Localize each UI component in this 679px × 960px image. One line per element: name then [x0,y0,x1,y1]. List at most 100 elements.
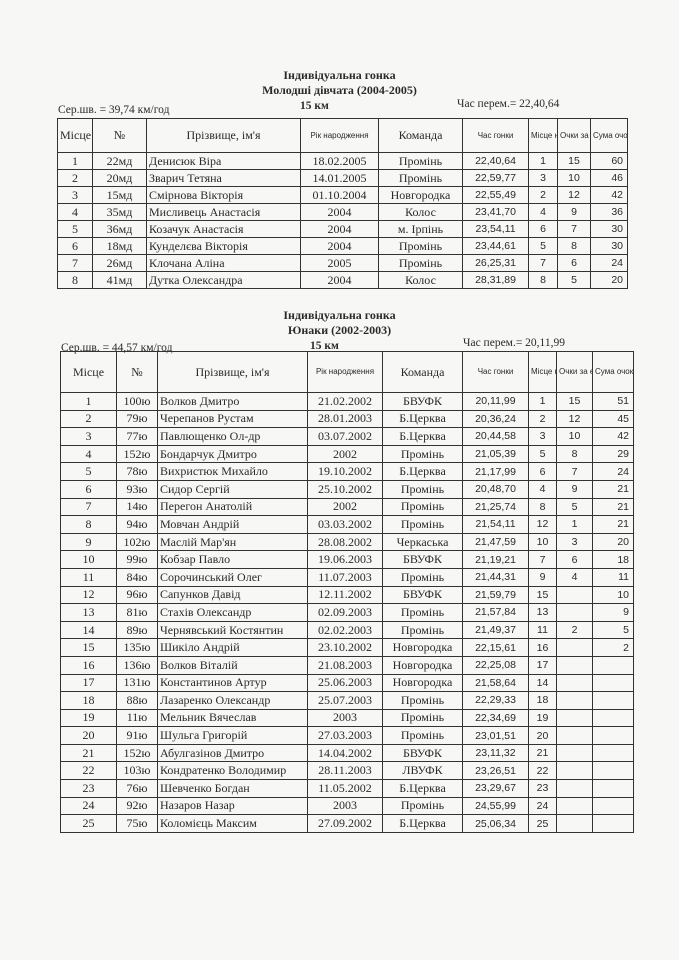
cell-stage-points [556,691,593,710]
cell-place: 6 [60,479,117,499]
table-row: 20 91ю Шульга Григорій 27.03.2003 Промінь 23,… [60,726,634,745]
cell-number: 102ю [116,532,158,552]
cell-race-time: 21,25,74 [462,497,529,517]
cell-birth-date: 2004 [300,271,379,289]
cell-number: 11ю [116,708,158,728]
cell-name: Черепанов Рустам [157,409,308,429]
cell-race-time: 21,57,84 [462,603,529,622]
header-total-points: Сума очок [592,351,634,393]
cell-name: Лазаренко Олександр [157,691,308,710]
cell-stage-place: 8 [528,497,557,517]
cell-stage-place: 4 [528,203,558,221]
cell-team: Колос [378,271,463,289]
cell-number: 35мд [92,203,147,221]
header-stage-points: Очки за етап [557,118,591,153]
cell-team: Промінь [382,444,463,464]
table-row: 23 76ю Шевченко Богдан 11.05.2002 Б.Церква 23… [60,779,634,798]
cell-birth-date: 2003 [307,796,383,816]
cell-name: Бондарчук Дмитро [157,444,308,464]
table-row: 16 136ю Волков Віталій 21.08.2003 Новгородка… [60,655,634,675]
table-row: 4 35мд Мисливець Анастасія 2004 Колос 23,41,7… [57,203,628,221]
header-race-time: Час гонки [462,118,529,153]
cell-total-points: 5 [592,620,634,640]
cell-team: Промінь [382,796,463,816]
cell-team: Новгородка [382,638,463,657]
cell-stage-place: 5 [528,444,557,464]
cell-team: Промінь [382,515,463,534]
header-stage-points: Очки за етап [556,351,593,393]
cell-number: 91ю [116,726,158,745]
cell-race-time: 28,31,89 [462,271,529,289]
table-row: 24 92ю Назаров Назар 2003 Промінь 24,55,99 24 [60,796,634,816]
table-row: 9 102ю Маслій Мар'ян 28.08.2002 Черкаська 21,… [60,532,634,552]
cell-stage-place: 12 [528,515,557,534]
cell-total-points [592,743,634,763]
cell-birth-date: 01.10.2004 [300,186,379,204]
cell-place: 10 [60,550,117,569]
table-row: 3 15мд Смірнова Вікторія 01.10.2004 Новгород… [57,186,628,204]
cell-name: Денисюк Віра [146,152,301,170]
cell-place: 22 [60,761,117,781]
header-number: № [92,118,147,153]
cell-stage-place: 3 [528,427,557,446]
cell-total-points: 20 [590,271,628,289]
cell-name: Козачук Анастасія [146,220,301,238]
cell-birth-date: 02.02.2003 [307,620,383,640]
cell-name: Клочана Аліна [146,254,301,272]
cell-name: Коломієць Максим [157,814,308,833]
cell-stage-points: 10 [557,169,591,187]
cell-place: 2 [57,169,93,187]
cell-race-time: 22,29,33 [462,691,529,710]
cell-name: Кунделєва Вікторія [146,237,301,255]
table-row: 10 99ю Кобзар Павло 19.06.2003 БВУФК 21,19,21… [60,550,634,569]
cell-race-time: 26,25,31 [462,254,529,272]
cell-number: 26мд [92,254,147,272]
cell-total-points [592,691,634,710]
cell-team: Новгородка [382,673,463,693]
cell-team: Промінь [382,567,463,587]
cell-team: Промінь [378,169,463,187]
cell-team: Промінь [382,497,463,517]
cell-race-time: 21,58,64 [462,673,529,693]
cell-team: Промінь [382,479,463,499]
table-row: 8 94ю Мовчан Андрій 03.03.2002 Промінь 21,54,… [60,515,634,534]
cell-race-time: 22,40,64 [462,152,529,170]
cell-stage-place: 16 [528,638,557,657]
cell-place: 4 [57,203,93,221]
cell-stage-place: 18 [528,691,557,710]
cell-place: 18 [60,691,117,710]
cell-race-time: 25,06,34 [462,814,529,833]
cell-stage-place: 23 [528,779,557,798]
cell-place: 9 [60,532,117,552]
cell-birth-date: 23.10.2002 [307,638,383,657]
cell-place: 24 [60,796,117,816]
cell-team: Промінь [378,152,463,170]
cell-race-time: 23,29,67 [462,779,529,798]
cell-total-points [592,655,634,675]
cell-race-time: 24,55,99 [462,796,529,816]
cell-race-time: 22,55,49 [462,186,529,204]
table-row: 1 100ю Волков Дмитро 21.02.2002 БВУФК 20,11,9… [60,392,634,411]
cell-stage-place: 24 [528,796,557,816]
header-race-time: Час гонки [462,351,529,393]
cell-race-time: 21,47,59 [462,532,529,552]
header-team: Команда [382,351,463,393]
cell-birth-date: 02.09.2003 [307,603,383,622]
cell-number: 20мд [92,169,147,187]
cell-place: 1 [57,152,93,170]
cell-place: 13 [60,603,117,622]
cell-total-points [592,726,634,745]
cell-stage-place: 7 [528,254,558,272]
table-header-row: Місце № Прізвище, ім'я Рік народження Команд… [60,351,634,393]
cell-team: Б.Церква [382,779,463,798]
cell-birth-date: 2005 [300,254,379,272]
cell-race-time: 21,05,39 [462,444,529,464]
cell-place: 25 [60,814,117,833]
cell-team: БВУФК [382,392,463,411]
cell-place: 6 [57,237,93,255]
cell-stage-points [556,585,593,605]
cell-place: 2 [60,409,117,429]
cell-total-points: 42 [590,186,628,204]
cell-total-points: 10 [592,585,634,605]
cell-number: 152ю [116,444,158,464]
